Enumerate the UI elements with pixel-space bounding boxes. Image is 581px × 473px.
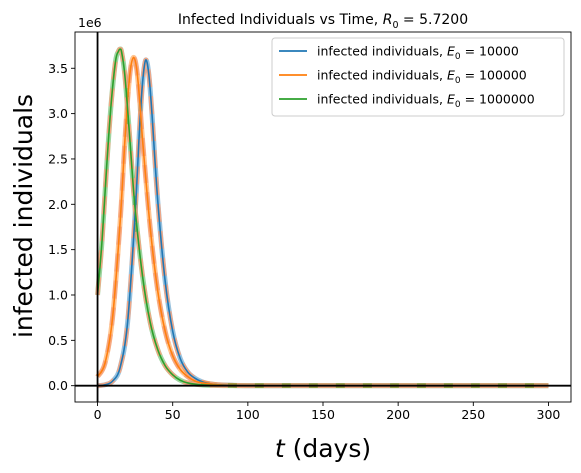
y-offset-label: 1e6 bbox=[78, 15, 102, 30]
legend-prefix-1: infected individuals, bbox=[317, 68, 447, 83]
legend-value-1: = 100000 bbox=[461, 68, 527, 83]
legend-value-0: = 10000 bbox=[461, 44, 519, 59]
y-tick-label-7: 3.5 bbox=[48, 61, 68, 76]
x-tick-label-0: 0 bbox=[94, 407, 102, 422]
legend-symbol-2: E bbox=[447, 92, 455, 107]
legend-subscript-0: 0 bbox=[455, 52, 461, 62]
legend-entry-0: infected individuals, E0 = 10000 bbox=[317, 44, 519, 63]
legend-value-2: = 1000000 bbox=[461, 92, 535, 107]
y-tick-label-6: 3.0 bbox=[48, 106, 68, 121]
x-tick-label-3: 150 bbox=[311, 407, 335, 422]
legend-box bbox=[271, 37, 565, 117]
y-tick-label-2: 1.0 bbox=[48, 287, 68, 302]
x-tick-label-4: 200 bbox=[386, 407, 410, 422]
legend-prefix-2: infected individuals, bbox=[317, 92, 447, 107]
x-tick-label-5: 250 bbox=[461, 407, 485, 422]
chart-title: Infected Individuals vs Time, R0 = 5.720… bbox=[178, 12, 468, 31]
y-tick-label-3: 1.5 bbox=[48, 242, 68, 257]
legend-subscript-1: 0 bbox=[455, 76, 461, 86]
y-axis-label: infected individuals bbox=[9, 94, 38, 338]
y-tick-label-1: 0.5 bbox=[48, 333, 68, 348]
y-tick-label-0: 0.0 bbox=[48, 378, 68, 393]
legend-entry-2: infected individuals, E0 = 1000000 bbox=[317, 92, 535, 111]
legend-subscript-2: 0 bbox=[455, 100, 461, 110]
legend-symbol-1: E bbox=[447, 68, 455, 83]
x-tick-label-1: 50 bbox=[165, 407, 181, 422]
y-tick-label-4: 2.0 bbox=[48, 197, 68, 212]
legend-entry-1: infected individuals, E0 = 100000 bbox=[317, 68, 527, 87]
legend-symbol-0: E bbox=[447, 44, 455, 59]
plot-area: 0 50 100 150 200 250 300 0.0 0.5 1.0 1.5 2.0 2.5 3.0 3… bbox=[48, 31, 572, 422]
x-axis-label: t (days) bbox=[275, 434, 371, 463]
y-tick-label-5: 2.5 bbox=[48, 151, 68, 166]
legend-prefix-0: infected individuals, bbox=[317, 44, 447, 59]
legend: infected individuals, E0 = 10000infected… bbox=[271, 37, 565, 117]
x-tick-label-2: 100 bbox=[236, 407, 260, 422]
x-tick-label-6: 300 bbox=[537, 407, 561, 422]
